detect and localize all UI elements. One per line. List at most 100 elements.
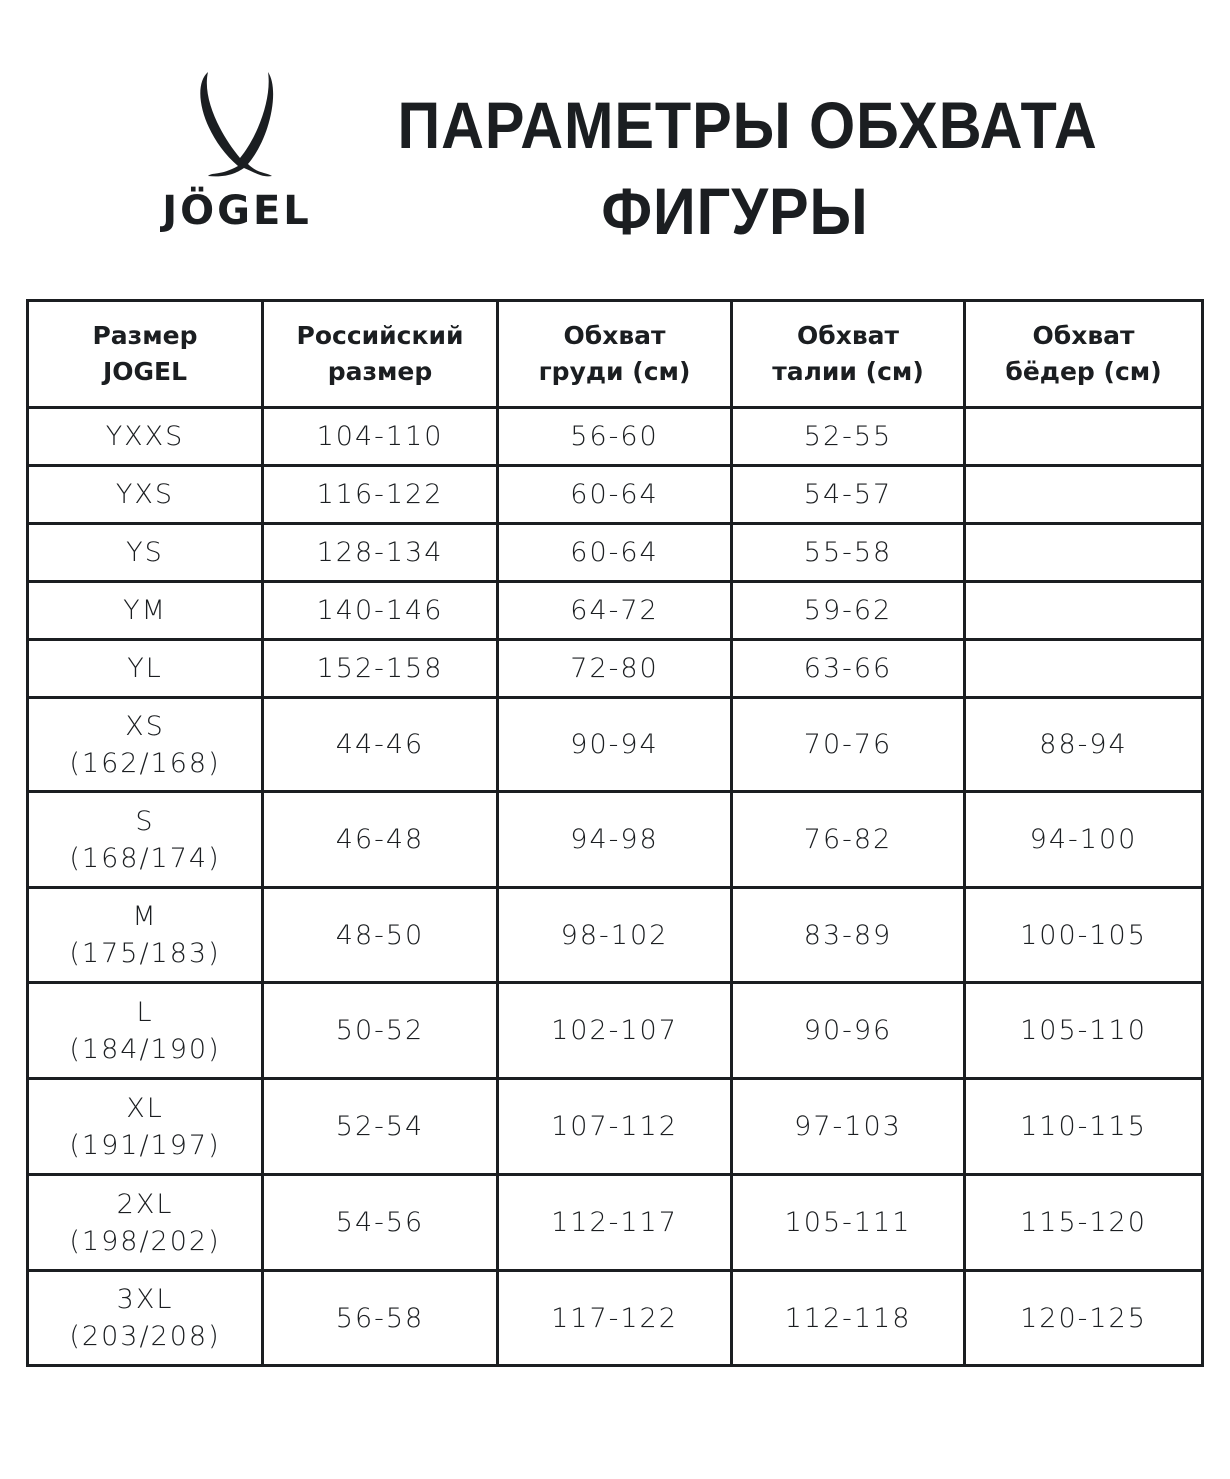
cell-waist: 52-55 <box>730 406 966 467</box>
header-line-2: бёдер (см) <box>1005 357 1162 386</box>
table-row: XS (162/168) 44-46 90-94 70-76 88-94 <box>26 696 1204 793</box>
title-line-2: ФИГУРЫ <box>601 174 869 248</box>
size-code: YS <box>126 537 164 568</box>
size-code: L <box>136 996 154 1028</box>
cell-jogel-size: 2XL (198/202) <box>26 1173 264 1272</box>
title-line-1: ПАРАМЕТРЫ ОБХВАТА <box>397 88 1098 162</box>
size-height: (184/190) <box>69 1033 221 1065</box>
table-row: YS 128-134 60-64 55-58 <box>26 522 1204 583</box>
cell-chest: 94-98 <box>496 790 733 889</box>
cell-waist: 63-66 <box>730 638 966 699</box>
cell-waist: 97-103 <box>730 1077 966 1176</box>
cell-ru: 50-52 <box>261 981 499 1080</box>
cell-ru: 48-50 <box>261 886 499 984</box>
table-row: YM 140-146 64-72 59-62 <box>26 580 1204 641</box>
cell-hips: 110-115 <box>963 1077 1204 1176</box>
jogel-v-logo-icon <box>200 72 274 177</box>
cell-ru: 116-122 <box>261 464 499 525</box>
cell-chest: 72-80 <box>496 638 733 699</box>
cell-hips <box>963 638 1204 699</box>
size-height: (198/202) <box>69 1225 221 1257</box>
header-line-2: талии (см) <box>772 357 924 386</box>
size-code: 3XL <box>116 1284 174 1315</box>
cell-jogel-size: YM <box>26 580 264 641</box>
header-line-1: Обхват <box>796 321 899 350</box>
table-row: M (175/183) 48-50 98-102 83-89 100-105 <box>26 886 1204 984</box>
cell-hips <box>963 580 1204 641</box>
table-row: 2XL (198/202) 54-56 112-117 105-111 115-120 <box>26 1173 1204 1272</box>
header-jogel-size: Размер JOGEL <box>26 299 264 409</box>
cell-chest: 90-94 <box>496 696 733 793</box>
cell-hips: 115-120 <box>963 1173 1204 1272</box>
cell-chest: 102-107 <box>496 981 733 1080</box>
logo-wordmark: JÖGEL <box>159 186 312 233</box>
size-height: (162/168) <box>69 747 221 779</box>
cell-ru: 56-58 <box>261 1269 499 1367</box>
cell-jogel-size: YS <box>26 522 264 583</box>
cell-chest: 64-72 <box>496 580 733 641</box>
size-code: YL <box>127 653 163 684</box>
cell-waist: 70-76 <box>730 696 966 793</box>
cell-jogel-size: XS (162/168) <box>26 696 264 793</box>
size-height: (191/197) <box>69 1129 221 1161</box>
jogel-logo: JÖGEL <box>159 72 312 233</box>
size-code: YXXS <box>105 421 185 452</box>
header-chest: Обхват груди (см) <box>496 299 733 409</box>
size-table: Размер JOGEL Российский размер Обхват груди (… <box>26 299 1204 1367</box>
header-hips: Обхват бёдер (см) <box>963 299 1204 409</box>
cell-hips <box>963 522 1204 583</box>
size-height: (203/208) <box>69 1321 221 1352</box>
cell-hips: 88-94 <box>963 696 1204 793</box>
table-header-row: Размер JOGEL Российский размер Обхват груди (… <box>26 299 1204 409</box>
header-line-2: размер <box>327 357 433 386</box>
cell-jogel-size: YXXS <box>26 406 264 467</box>
cell-ru: 46-48 <box>261 790 499 889</box>
cell-waist: 76-82 <box>730 790 966 889</box>
table-row: XL (191/197) 52-54 107-112 97-103 110-115 <box>26 1077 1204 1176</box>
size-code: 2XL <box>116 1188 174 1220</box>
cell-ru: 140-146 <box>261 580 499 641</box>
cell-ru: 52-54 <box>261 1077 499 1176</box>
header-line-1: Обхват <box>563 321 666 350</box>
size-code: YM <box>123 595 167 626</box>
cell-ru: 54-56 <box>261 1173 499 1272</box>
cell-chest: 98-102 <box>496 886 733 984</box>
size-code: YXS <box>115 479 175 510</box>
cell-jogel-size: 3XL (203/208) <box>26 1269 264 1367</box>
cell-chest: 107-112 <box>496 1077 733 1176</box>
table-row: YXS 116-122 60-64 54-57 <box>26 464 1204 525</box>
size-code: XL <box>126 1092 164 1124</box>
header-waist: Обхват талии (см) <box>730 299 966 409</box>
cell-chest: 117-122 <box>496 1269 733 1367</box>
cell-ru: 44-46 <box>261 696 499 793</box>
cell-waist: 83-89 <box>730 886 966 984</box>
cell-ru: 104-110 <box>261 406 499 467</box>
cell-chest: 56-60 <box>496 406 733 467</box>
cell-chest: 112-117 <box>496 1173 733 1272</box>
cell-jogel-size: YL <box>26 638 264 699</box>
cell-waist: 105-111 <box>730 1173 966 1272</box>
cell-waist: 54-57 <box>730 464 966 525</box>
cell-jogel-size: XL (191/197) <box>26 1077 264 1176</box>
header-line-2: JOGEL <box>102 357 188 386</box>
table-row: YL 152-158 72-80 63-66 <box>26 638 1204 699</box>
cell-jogel-size: L (184/190) <box>26 981 264 1080</box>
page-title: ПАРАМЕТРЫ ОБХВАТА ФИГУРЫ <box>397 82 1098 254</box>
table-row: YXXS 104-110 56-60 52-55 <box>26 406 1204 467</box>
cell-waist: 59-62 <box>730 580 966 641</box>
header-line-1: Обхват <box>1032 321 1135 350</box>
header-line-2: груди (см) <box>538 357 691 386</box>
table-row: S (168/174) 46-48 94-98 76-82 94-100 <box>26 790 1204 889</box>
cell-jogel-size: M (175/183) <box>26 886 264 984</box>
cell-hips: 120-125 <box>963 1269 1204 1367</box>
cell-hips: 100-105 <box>963 886 1204 984</box>
cell-hips <box>963 464 1204 525</box>
cell-ru: 128-134 <box>261 522 499 583</box>
cell-waist: 55-58 <box>730 522 966 583</box>
cell-waist: 90-96 <box>730 981 966 1080</box>
header-russian-size: Российский размер <box>261 299 499 409</box>
cell-jogel-size: S (168/174) <box>26 790 264 889</box>
cell-hips: 105-110 <box>963 981 1204 1080</box>
size-code: XS <box>125 710 165 742</box>
cell-ru: 152-158 <box>261 638 499 699</box>
